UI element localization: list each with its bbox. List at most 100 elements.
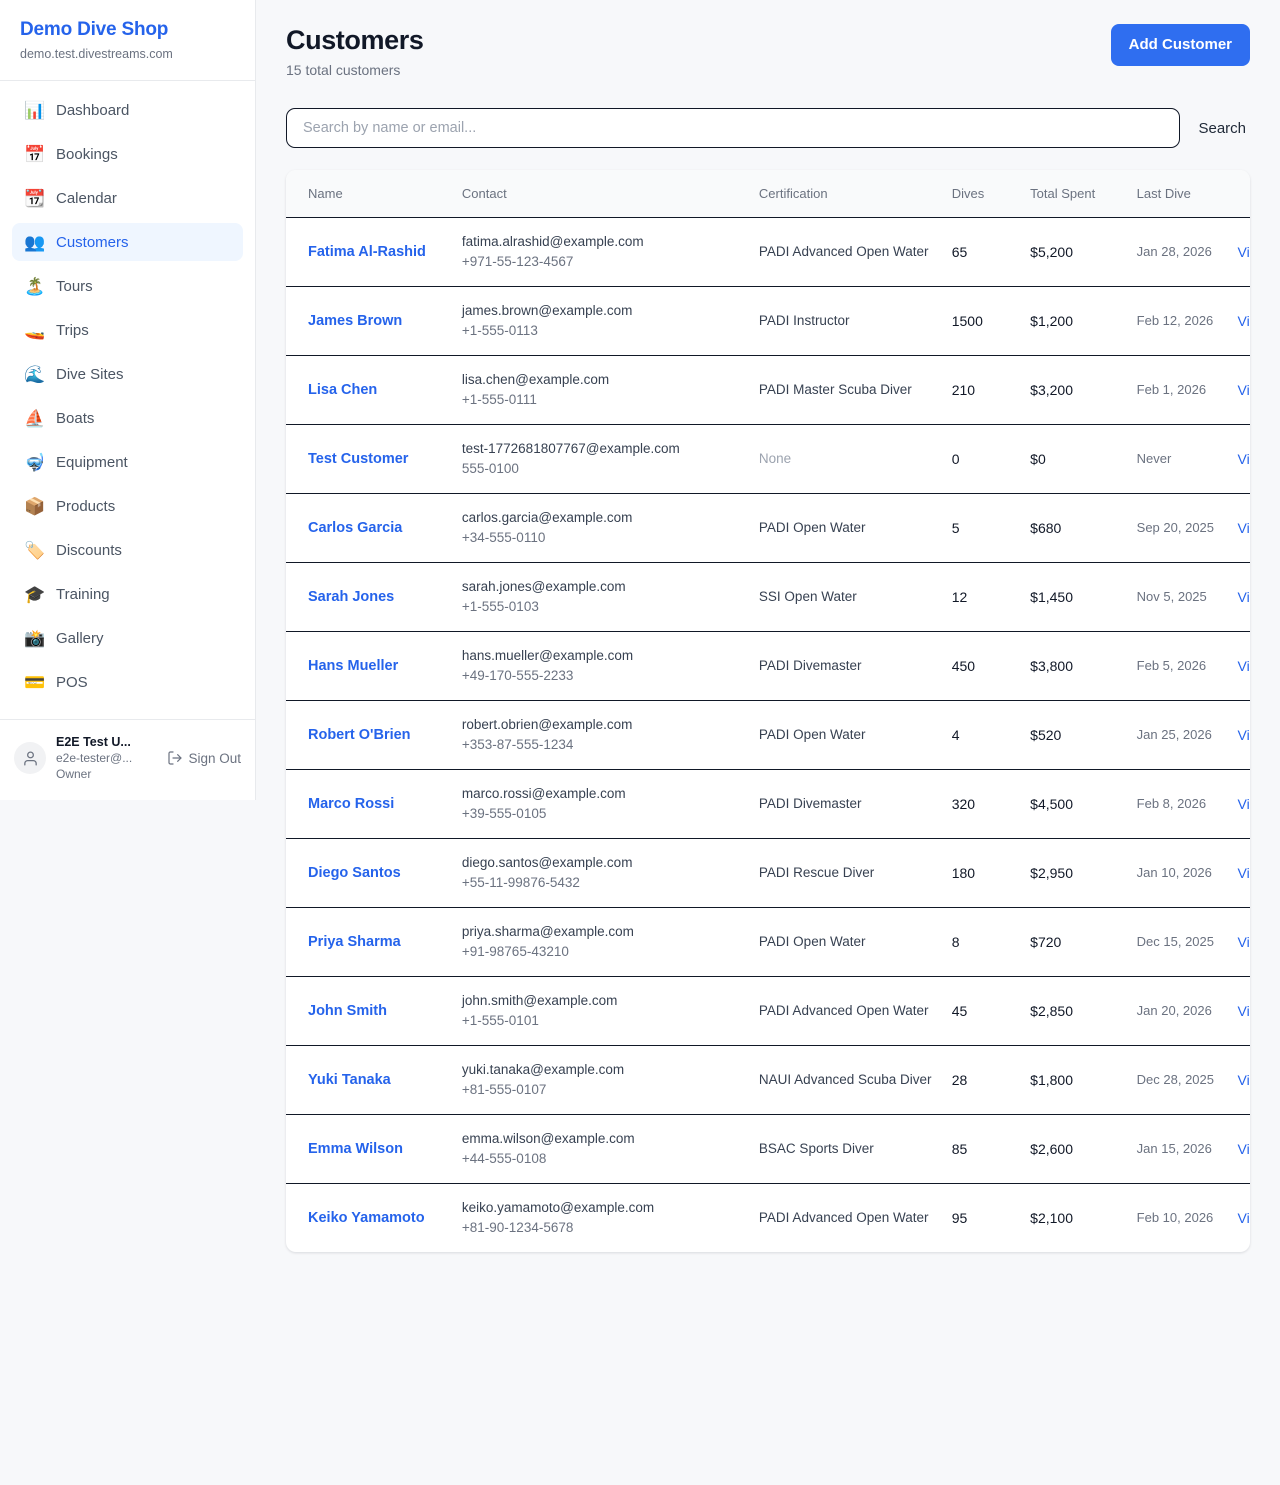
customer-name-link[interactable]: Lisa Chen [308,382,378,398]
cell-dives: 4 [941,700,1021,770]
search-input[interactable] [286,108,1181,148]
cell-name: Marco Rossi [286,769,452,839]
cell-contact: emma.wilson@example.com +44-555-0108 [451,1114,749,1184]
customer-name-link[interactable]: John Smith [308,1003,387,1019]
customer-name-link[interactable]: Emma Wilson [308,1141,403,1157]
last-dive-value: Dec 28, 2025 [1136,1072,1214,1087]
cell-total-spent: $4,500 [1020,769,1127,839]
cell-total-spent: $2,600 [1020,1114,1127,1184]
cell-total-spent: $3,800 [1020,631,1127,701]
avatar [14,742,46,774]
sidebar-item-products[interactable]: 📦 Products [12,487,243,525]
certification-value: PADI Open Water [758,520,866,535]
customer-name-link[interactable]: Priya Sharma [308,934,401,950]
sidebar-item-training[interactable]: 🎓 Training [12,575,243,613]
column-header-contact[interactable]: Contact [451,170,749,218]
cell-certification: PADI Master Scuba Diver [748,355,942,425]
sign-out-button[interactable]: Sign Out [167,750,241,766]
table-row: Carlos Garcia carlos.garcia@example.com +3… [286,493,1250,563]
customer-name-link[interactable]: Hans Mueller [308,658,399,674]
search-button[interactable]: Search [1194,114,1250,143]
sidebar-item-trips[interactable]: 🚤 Trips [12,311,243,349]
column-header-name[interactable]: Name [286,170,452,218]
sidebar-item-label: Products [56,497,116,515]
view-customer-link[interactable]: View [1237,934,1250,950]
sidebar-item-tours[interactable]: 🏝️ Tours [12,267,243,305]
view-customer-link[interactable]: View [1237,796,1250,812]
view-customer-link[interactable]: View [1237,1141,1250,1157]
sidebar-item-pos[interactable]: 💳 POS [12,663,243,701]
view-customer-link[interactable]: View [1237,658,1250,674]
customer-name-link[interactable]: James Brown [308,313,403,329]
view-customer-link[interactable]: View [1237,244,1250,260]
column-header-total-spent[interactable]: Total Spent [1020,170,1127,218]
view-customer-link[interactable]: View [1237,1210,1250,1226]
add-customer-button[interactable]: Add Customer [1110,24,1250,66]
column-header-dives[interactable]: Dives [941,170,1021,218]
cell-last-dive: Jan 25, 2026 [1126,700,1228,770]
customer-name-link[interactable]: Test Customer [308,451,409,467]
sidebar-item-bookings[interactable]: 📅 Bookings [12,135,243,173]
customer-name-link[interactable]: Yuki Tanaka [308,1072,391,1088]
column-header-certification[interactable]: Certification [748,170,942,218]
table-row: James Brown james.brown@example.com +1-555… [286,286,1250,356]
cell-actions: View [1227,217,1250,287]
sidebar-item-dive-sites[interactable]: 🌊 Dive Sites [12,355,243,393]
sidebar-item-equipment[interactable]: 🤿 Equipment [12,443,243,481]
total-spent-value: $520 [1030,727,1062,743]
sidebar-item-boats[interactable]: ⛵ Boats [12,399,243,437]
customer-email: priya.sharma@example.com [461,924,634,939]
view-customer-link[interactable]: View [1237,382,1250,398]
view-customer-link[interactable]: View [1237,451,1250,467]
column-header-last-dive[interactable]: Last Dive [1126,170,1228,218]
sidebar-item-calendar[interactable]: 📆 Calendar [12,179,243,217]
view-customer-link[interactable]: View [1237,1003,1250,1019]
page-heading-group: Customers 15 total customers [286,24,424,78]
cell-actions: View [1227,976,1250,1046]
customer-name-link[interactable]: Marco Rossi [308,796,395,812]
cell-last-dive: Nov 5, 2025 [1126,562,1228,632]
package-icon: 📦 [24,496,46,516]
cell-contact: test-1772681807767@example.com 555-0100 [451,424,749,494]
customer-name-link[interactable]: Robert O'Brien [308,727,411,743]
customer-name-link[interactable]: Diego Santos [308,865,401,881]
sidebar-item-gallery[interactable]: 📸 Gallery [12,619,243,657]
total-spent-value: $3,200 [1030,382,1073,398]
sidebar-item-label: Bookings [56,145,118,163]
customer-name-link[interactable]: Carlos Garcia [308,520,403,536]
cell-name: John Smith [286,976,452,1046]
view-customer-link[interactable]: View [1237,727,1250,743]
cell-name: Hans Mueller [286,631,452,701]
cell-total-spent: $3,200 [1020,355,1127,425]
view-customer-link[interactable]: View [1237,520,1250,536]
sidebar-item-dashboard[interactable]: 📊 Dashboard [12,91,243,129]
cell-actions: View [1227,355,1250,425]
dives-value: 450 [951,658,976,674]
calendar-date-icon: 📅 [24,144,46,164]
customer-name-link[interactable]: Fatima Al-Rashid [308,244,426,260]
customer-email: john.smith@example.com [461,993,618,1008]
customer-phone: +1-555-0113 [461,323,538,338]
cell-certification: None [748,424,942,494]
sidebar-nav: 📊 Dashboard 📅 Bookings 📆 Calendar 👥 Customers 🏝️… [0,81,255,719]
cell-actions: View [1227,769,1250,839]
last-dive-value: Feb 12, 2026 [1136,313,1214,328]
cell-last-dive: Jan 10, 2026 [1126,838,1228,908]
total-spent-value: $0 [1030,451,1046,467]
sidebar-item-label: Tours [56,277,93,295]
total-spent-value: $2,100 [1030,1210,1073,1226]
view-customer-link[interactable]: View [1237,589,1250,605]
cell-total-spent: $520 [1020,700,1127,770]
view-customer-link[interactable]: View [1237,1072,1250,1088]
cell-last-dive: Sep 20, 2025 [1126,493,1228,563]
total-spent-value: $1,200 [1030,313,1073,329]
sidebar-item-customers[interactable]: 👥 Customers [12,223,243,261]
customer-name-link[interactable]: Keiko Yamamoto [308,1210,425,1226]
customer-email: lisa.chen@example.com [461,372,610,387]
customer-name-link[interactable]: Sarah Jones [308,589,395,605]
table-row: Yuki Tanaka yuki.tanaka@example.com +81-55… [286,1045,1250,1115]
view-customer-link[interactable]: View [1237,865,1250,881]
view-customer-link[interactable]: View [1237,313,1250,329]
sidebar-item-discounts[interactable]: 🏷️ Discounts [12,531,243,569]
customer-phone: +49-170-555-2233 [461,668,574,683]
